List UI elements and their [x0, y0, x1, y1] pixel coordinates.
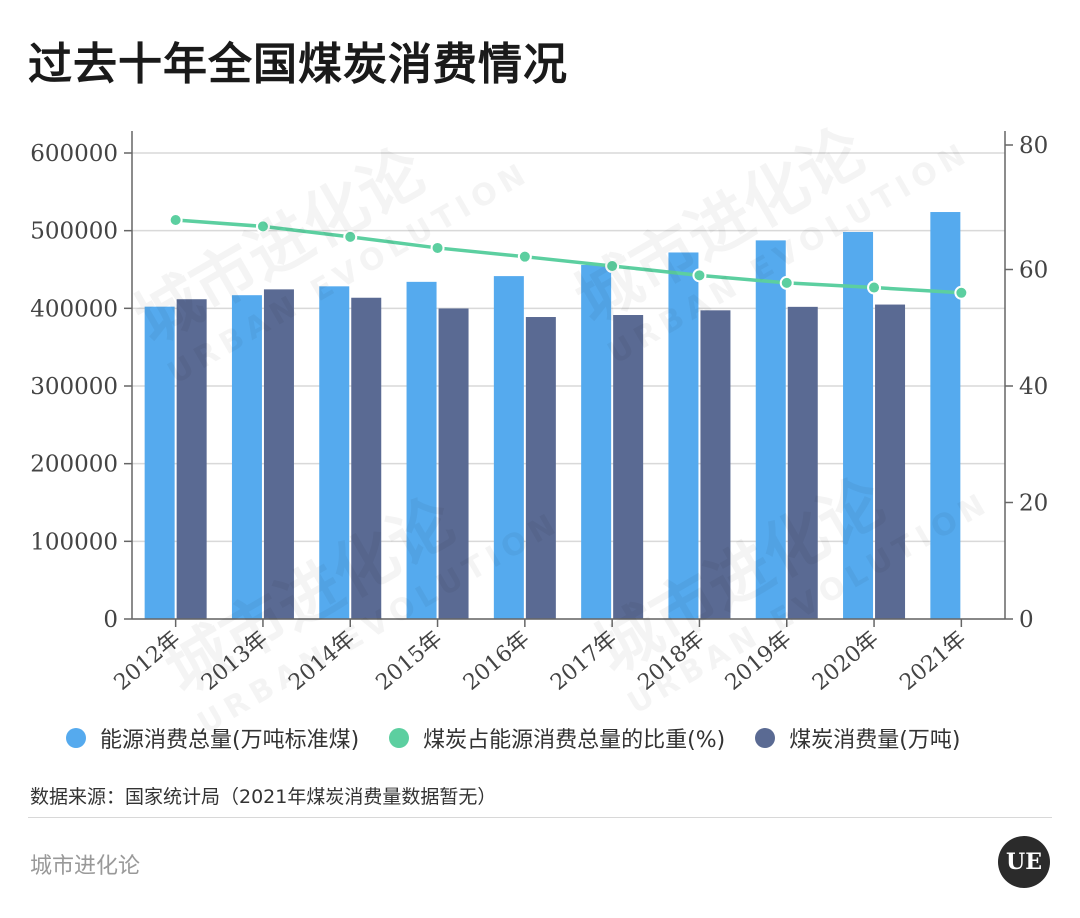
brand-name: 城市进化论 [30, 854, 141, 879]
bar-energy-total [144, 306, 175, 619]
line-coal-ratio [175, 218, 962, 295]
x-tick-label: 2015年 [372, 626, 448, 695]
bar-coal-consumption [525, 317, 556, 619]
bar-energy-total [581, 264, 612, 619]
x-tick-label: 2013年 [197, 626, 273, 695]
bar-energy-total [843, 231, 874, 619]
legend-label-coal-ratio: 煤炭占能源消费总量的比重(%) [423, 728, 726, 753]
legend-label-coal-consumption: 煤炭消费量(万吨) [789, 728, 961, 753]
footer-divider [28, 817, 1052, 818]
legend-dot-energy-total [66, 728, 86, 748]
bar-coal-consumption [263, 289, 294, 619]
right-tick-label: 80 [1019, 133, 1048, 159]
point-coal-ratio [867, 280, 882, 295]
right-y-axis: 0 20 40 60 80 [1004, 131, 1048, 633]
point-coal-ratio [343, 229, 358, 244]
legend-dot-coal-consumption [755, 728, 776, 748]
left-tick-label: 300000 [30, 374, 118, 400]
point-coal-ratio [954, 285, 969, 300]
point-coal-ratio [168, 212, 183, 227]
x-tick-label: 2016年 [459, 626, 535, 695]
x-axis: 2012年 2013年 2014年 2015年 2016年 2017年 2018年 2019年… [110, 618, 1005, 696]
right-tick-label: 60 [1019, 258, 1048, 284]
legend: 能源消费总量(万吨标准煤) 煤炭占能源消费总量的比重(%) 煤炭消费量(万吨) [66, 722, 960, 754]
point-coal-ratio [430, 240, 445, 255]
point-coal-ratio [517, 249, 532, 264]
bar-coal-consumption [787, 306, 818, 619]
left-tick-label: 600000 [30, 141, 118, 167]
bar-coal-consumption [700, 310, 731, 619]
right-tick-label: 20 [1019, 491, 1048, 517]
bar-layer [144, 212, 961, 619]
legend-item-coal-ratio[interactable]: 煤炭占能源消费总量的比重(%) [389, 722, 725, 754]
x-tick-label: 2018年 [633, 626, 709, 695]
bar-energy-total [930, 212, 961, 619]
left-tick-label: 200000 [30, 452, 118, 478]
point-coal-ratio [605, 259, 620, 274]
left-tick-label: 500000 [30, 219, 118, 245]
right-tick-label: 0 [1019, 607, 1034, 633]
line-layer [168, 212, 969, 300]
x-tick-label: 2020年 [808, 626, 884, 695]
bar-energy-total [493, 276, 524, 619]
bar-energy-total [319, 286, 350, 619]
source-note: 数据来源：国家统计局（2021年煤炭消费量数据暂无） [30, 786, 497, 808]
right-tick-label: 40 [1019, 374, 1048, 400]
point-coal-ratio [779, 275, 794, 290]
bar-energy-total [668, 252, 699, 619]
x-tick-label: 2017年 [546, 626, 622, 695]
bar-coal-consumption [438, 308, 469, 619]
legend-item-energy-total[interactable]: 能源消费总量(万吨标准煤) [66, 722, 359, 754]
bar-energy-total [231, 295, 262, 619]
x-tick-label: 2014年 [284, 626, 360, 695]
left-tick-label: 100000 [30, 529, 118, 555]
x-tick-label: 2019年 [721, 626, 797, 695]
bar-coal-consumption [875, 304, 906, 619]
left-tick-label: 400000 [30, 296, 118, 322]
bar-energy-total [755, 240, 786, 619]
bar-coal-consumption [176, 299, 207, 619]
legend-item-coal-consumption[interactable]: 煤炭消费量(万吨) [755, 722, 960, 754]
left-y-axis: 0 100000 200000 300000 400000 500000 600000 [30, 131, 133, 633]
x-tick-label: 2021年 [895, 626, 971, 695]
chart-title: 过去十年全国煤炭消费情况 [28, 39, 568, 90]
bar-energy-total [406, 281, 437, 619]
left-tick-label: 0 [103, 607, 118, 633]
bar-coal-consumption [351, 297, 382, 619]
legend-label-energy-total: 能源消费总量(万吨标准煤) [100, 728, 360, 753]
bar-coal-consumption [613, 315, 644, 619]
x-tick-label: 2012年 [110, 626, 186, 695]
legend-dot-coal-ratio [389, 728, 410, 748]
brand-logo: UE [998, 836, 1050, 888]
point-coal-ratio [692, 268, 707, 283]
point-coal-ratio [255, 219, 270, 234]
